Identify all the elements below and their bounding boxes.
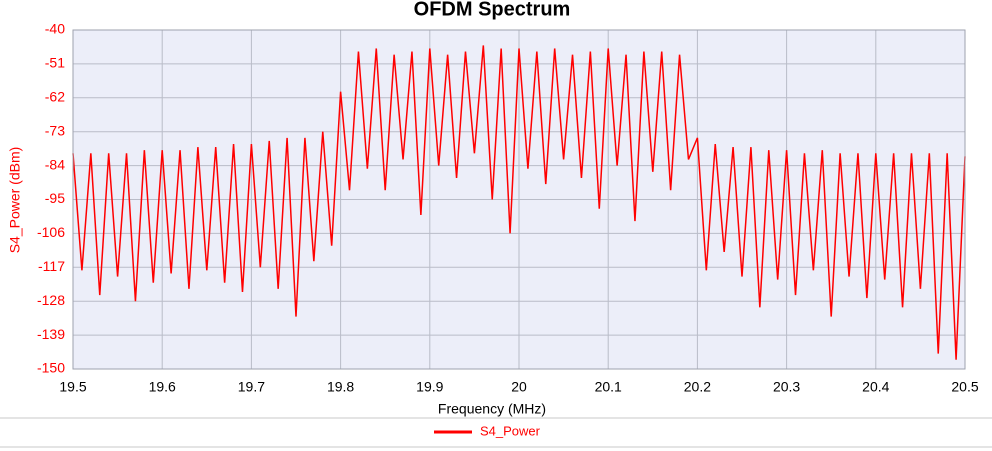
y-tick-label: -84	[45, 156, 65, 172]
x-tick-label: 20.3	[773, 379, 800, 395]
plot-frame	[72, 29, 966, 370]
x-tick-label: 20.2	[684, 379, 711, 395]
series-line	[72, 45, 966, 360]
y-tick-label: -95	[45, 190, 65, 206]
y-axis-label: S4_Power (dBm)	[7, 147, 23, 254]
x-tick-label: 20.5	[951, 379, 978, 395]
y-tick-label: -40	[45, 21, 65, 37]
y-tick-label: -117	[38, 258, 65, 274]
x-axis-label: Frequency (MHz)	[438, 401, 546, 417]
y-tick-label: -128	[37, 292, 65, 308]
y-tick-label: -150	[37, 360, 65, 376]
x-tick-label: 20.4	[862, 379, 889, 395]
y-tick-label: -106	[37, 224, 65, 240]
x-tick-label: 20	[511, 379, 527, 395]
x-tick-label: 19.5	[59, 379, 86, 395]
x-tick-label: 19.7	[238, 379, 265, 395]
x-tick-label: 19.8	[327, 379, 354, 395]
x-tick-label: 19.9	[416, 379, 443, 395]
x-tick-label: 20.1	[595, 379, 622, 395]
y-tick-label: -139	[37, 326, 65, 342]
y-tick-label: -62	[45, 89, 65, 105]
x-tick-label: 19.6	[149, 379, 176, 395]
chart-title: OFDM Spectrum	[414, 0, 571, 20]
y-tick-label: -51	[45, 55, 65, 71]
y-tick-label: -73	[45, 122, 65, 138]
legend-label: S4_Power	[480, 423, 541, 438]
